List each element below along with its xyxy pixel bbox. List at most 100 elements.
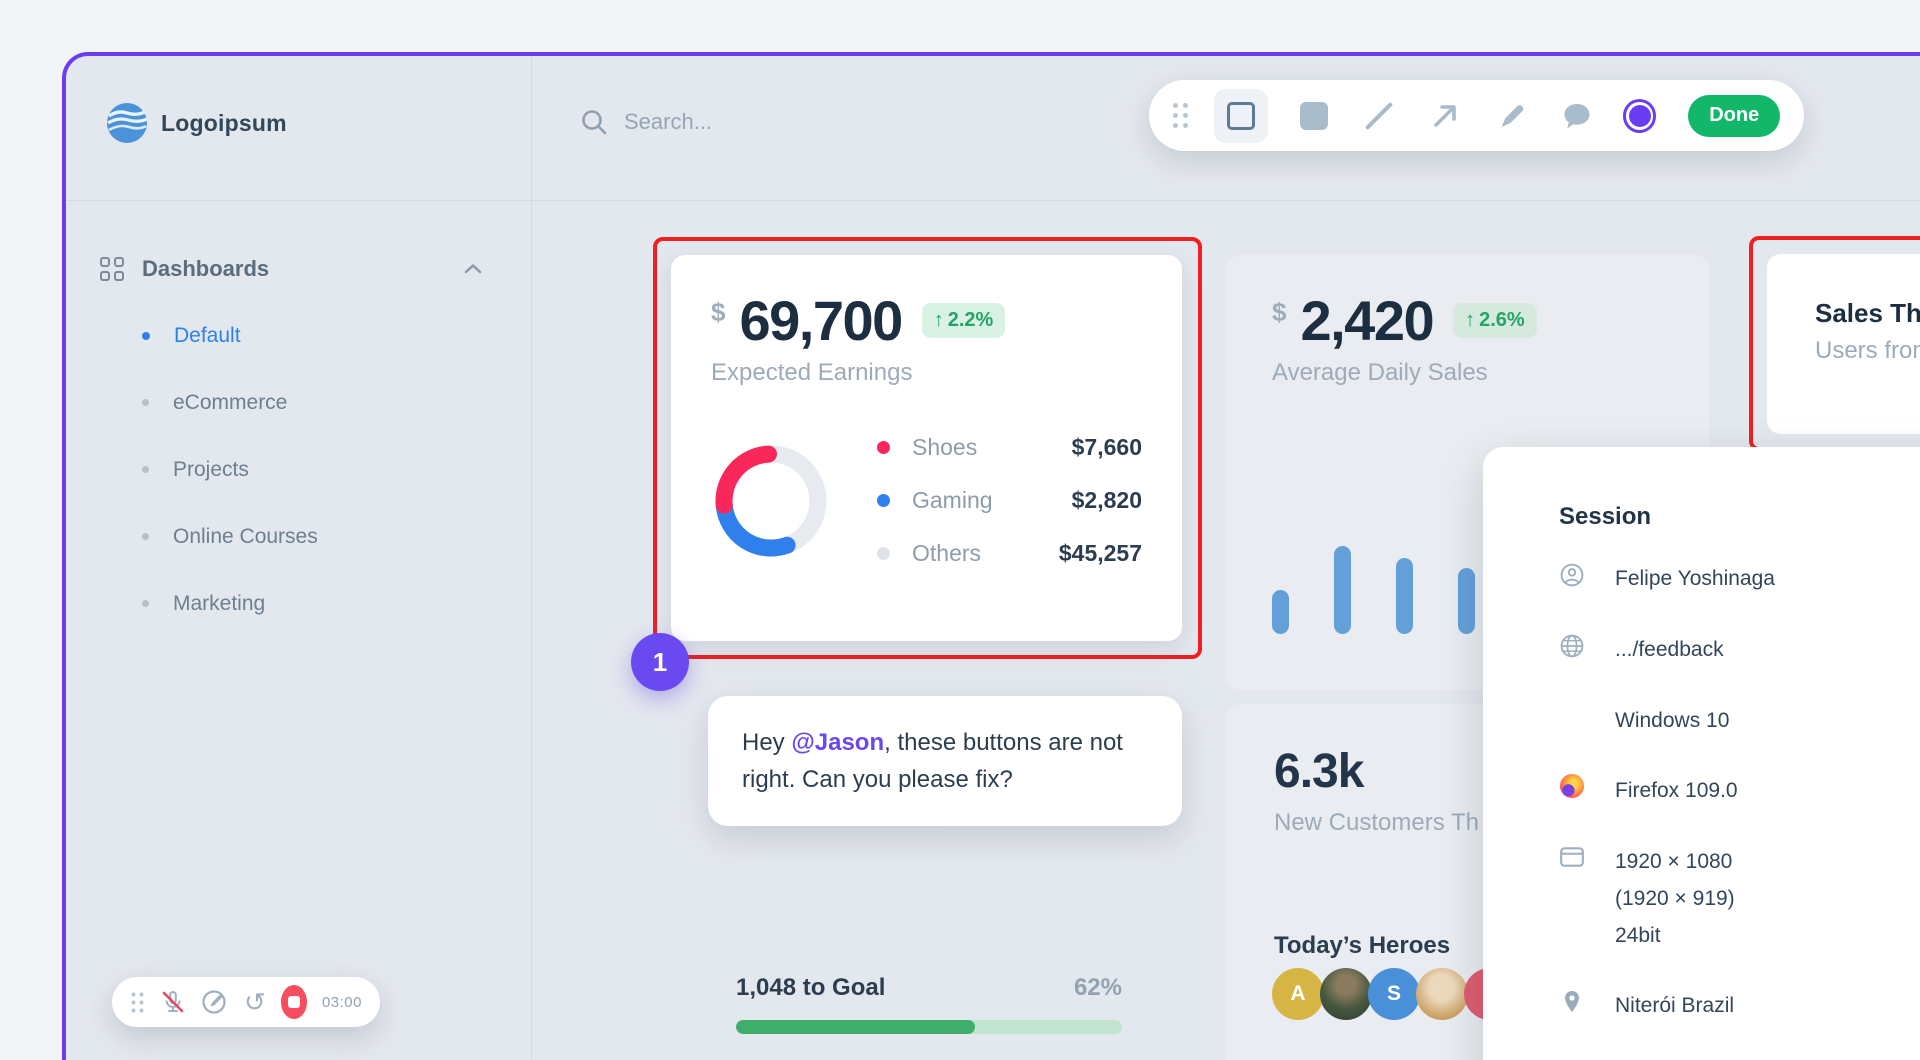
search-icon	[582, 110, 607, 135]
bullet-icon	[142, 533, 149, 540]
brand-name: Logoipsum	[161, 109, 287, 136]
chevron-up-icon	[464, 264, 482, 274]
heroes-title: Today’s Heroes	[1274, 932, 1451, 959]
avatar: S	[1368, 968, 1420, 1020]
sidebar-items: Default eCommerce Projects Online Courses Ma…	[100, 302, 482, 637]
rectangle-tool[interactable]	[1214, 88, 1268, 143]
daily-sales-value: 2,420	[1300, 289, 1434, 352]
mention-jason: @Jason	[791, 729, 885, 756]
bar	[1272, 590, 1289, 634]
delta-badge: ↑ 2.6%	[1453, 303, 1537, 338]
session-row-resolution: 1920 × 1080 (1920 × 919) 24bit	[1559, 844, 1920, 954]
comment-tool[interactable]	[1557, 89, 1597, 143]
draw-button[interactable]	[201, 988, 229, 1016]
sidebar-item-marketing[interactable]: Marketing	[100, 570, 482, 637]
new-customers-value: 6.3k	[1274, 745, 1364, 798]
delta-arrow-icon: ↑	[933, 309, 944, 331]
firefox-icon	[1559, 774, 1585, 799]
restart-button[interactable]: ↺	[244, 987, 266, 1017]
mic-muted-button[interactable]	[160, 989, 186, 1015]
session-row-browser: Firefox 109.0	[1559, 773, 1920, 810]
comment-bubble: Hey @Jason, these buttons are not right.…	[708, 696, 1182, 827]
sidebar-divider	[531, 56, 532, 1060]
annotation-rectangle-1[interactable]	[653, 237, 1202, 659]
done-button[interactable]: Done	[1688, 94, 1780, 137]
delta-badge: ↑ 2.2%	[921, 303, 1006, 338]
comment-bubble-icon	[1564, 103, 1590, 128]
new-customers-label: New Customers Th	[1274, 809, 1479, 836]
session-row-location: Niterói Brazil	[1559, 988, 1920, 1025]
bar	[1334, 546, 1351, 634]
bullet-icon	[142, 399, 149, 406]
session-row-user: Felipe Yoshinaga	[1559, 561, 1920, 598]
session-row-os: Windows 10	[1615, 708, 1730, 732]
dashboards-grid-icon	[100, 257, 124, 281]
session-row-url: .../feedback	[1559, 632, 1920, 669]
card-expected-earnings: $ 69,700 ↑ 2.2% Expected Earnings Shoe	[671, 255, 1182, 641]
browser-window-icon	[1559, 845, 1585, 869]
legend-dot-icon	[877, 441, 890, 454]
earnings-legend: Shoes $7,660 Gaming $2,820 Others $45,25…	[877, 421, 1142, 580]
annotation-number-badge[interactable]: 1	[631, 633, 689, 691]
arrow-tool[interactable]	[1425, 89, 1465, 143]
goal-progress-fill	[736, 1020, 976, 1034]
recording-timer: 03:00	[321, 993, 362, 1011]
toolbar-drag-handle-icon[interactable]	[1173, 103, 1188, 128]
draw-pencil-circle-icon	[202, 990, 226, 1014]
recorder-toolbar: ↺ 03:00	[112, 977, 380, 1027]
bullet-icon	[142, 600, 149, 607]
search-input[interactable]	[624, 109, 924, 135]
goal-row: 1,048 to Goal 62%	[736, 974, 1122, 1002]
globe-icon	[1559, 633, 1585, 659]
session-title: Session	[1559, 503, 1652, 530]
daily-sales-bar-chart	[1272, 534, 1532, 634]
sidebar-item-ecommerce[interactable]: eCommerce	[100, 369, 482, 436]
goal-progress-bar	[736, 1020, 1122, 1034]
sidebar-section-label: Dashboards	[142, 256, 270, 281]
legend-row-shoes: Shoes $7,660	[877, 421, 1142, 474]
sidebar-section-dashboards[interactable]: Dashboards	[100, 246, 482, 292]
line-tool[interactable]	[1360, 89, 1400, 143]
arrow-icon	[1434, 104, 1456, 127]
brand-logo: Logoipsum	[106, 102, 287, 144]
search-bar	[580, 108, 924, 136]
avatar	[1320, 968, 1372, 1020]
sidebar-item-online-courses[interactable]: Online Courses	[100, 503, 482, 570]
bullet-icon	[142, 466, 149, 473]
header-divider	[66, 200, 1920, 201]
filled-square-icon	[1299, 101, 1328, 130]
color-swatch[interactable]	[1622, 98, 1657, 133]
currency-symbol: $	[1272, 297, 1287, 327]
recorder-drag-handle-icon[interactable]	[131, 992, 144, 1012]
stop-recording-button[interactable]	[280, 985, 307, 1019]
delta-arrow-icon: ↑	[1465, 309, 1476, 331]
bullet-icon	[142, 331, 150, 340]
line-icon	[1365, 101, 1394, 130]
session-panel: Session Felipe Yoshinaga .../feedback Wi…	[1483, 447, 1920, 1060]
avatar	[1416, 968, 1468, 1020]
daily-sales-label: Average Daily Sales	[1272, 359, 1488, 386]
expected-earnings-value: 69,700	[739, 289, 903, 352]
bar	[1396, 558, 1413, 634]
pencil-icon	[1500, 104, 1524, 128]
stop-icon	[287, 996, 300, 1008]
user-icon	[1559, 562, 1585, 588]
annotation-toolbar: Done	[1149, 80, 1804, 151]
sidebar-item-default[interactable]: Default	[100, 302, 482, 369]
sales-month-title: Sales Th	[1815, 298, 1920, 328]
legend-dot-icon	[877, 547, 890, 560]
pencil-tool[interactable]	[1491, 89, 1531, 143]
legend-row-others: Others $45,257	[877, 527, 1142, 580]
bar	[1458, 568, 1475, 634]
goal-percent: 62%	[1073, 974, 1122, 1001]
legend-dot-icon	[877, 494, 890, 507]
app-frame: Logoipsum Dashboards Default eCommerce Pro…	[62, 52, 1920, 1060]
sales-month-subtitle: Users from	[1815, 337, 1920, 364]
goal-label: 1,048 to Goal	[736, 974, 886, 1001]
heroes-avatars: ASP	[1272, 968, 1516, 1020]
filled-square-tool[interactable]	[1294, 89, 1334, 143]
expected-earnings-label: Expected Earnings	[711, 359, 913, 386]
sidebar-item-projects[interactable]: Projects	[100, 436, 482, 503]
mic-muted-icon	[162, 991, 184, 1013]
